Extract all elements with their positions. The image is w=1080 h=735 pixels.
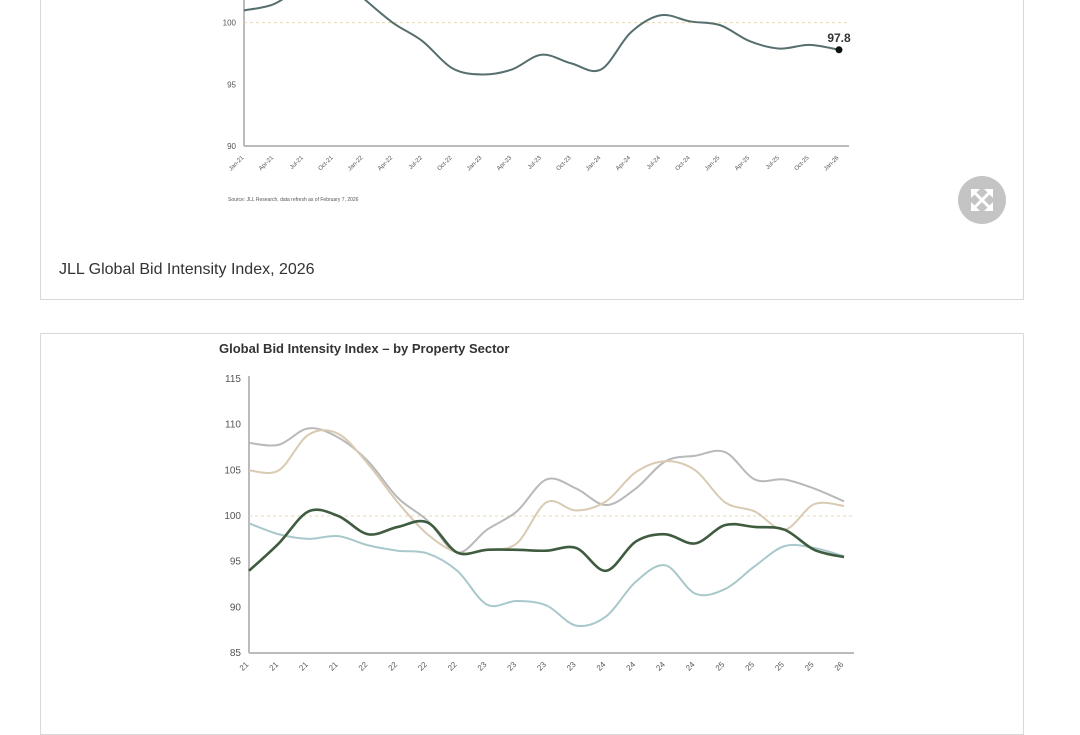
x-tick-label: 22 <box>416 660 429 673</box>
x-tick-label: 24 <box>595 660 608 673</box>
x-tick-label: Jan-23 <box>466 155 484 173</box>
series-line <box>243 0 840 76</box>
y-tick-label: 105 <box>224 465 241 476</box>
end-point-marker <box>835 46 843 54</box>
x-tick-label: Apr-22 <box>377 155 394 172</box>
x-tick-label: 21 <box>297 660 310 673</box>
x-tick-label: Jul-24 <box>646 155 662 171</box>
x-tick-label: 21 <box>268 660 281 673</box>
y-tick-label: 85 <box>230 648 242 659</box>
x-tick-label: Oct-22 <box>437 155 454 172</box>
x-tick-label: Apr-25 <box>734 155 751 172</box>
x-tick-label: 25 <box>803 660 816 673</box>
series-line <box>248 522 845 628</box>
y-tick-label: 95 <box>227 80 236 89</box>
x-tick-label: Jan-22 <box>347 155 365 173</box>
x-tick-label: Oct-23 <box>556 155 573 172</box>
x-tick-label: Apr-24 <box>615 155 632 172</box>
x-tick-label: Apr-23 <box>496 155 513 172</box>
x-tick-label: Jan-24 <box>585 155 603 173</box>
x-tick-label: 24 <box>625 660 638 673</box>
chart-title: Global Bid Intensity Index – by Property… <box>219 341 509 356</box>
y-tick-label: 95 <box>230 557 242 568</box>
x-tick-label: 23 <box>535 660 548 673</box>
x-tick-label: Jan-26 <box>823 155 841 173</box>
x-tick-label: Apr-21 <box>258 155 275 172</box>
y-tick-label: 100 <box>224 511 241 522</box>
x-tick-label: Jul-25 <box>765 155 781 171</box>
y-tick-label: 100 <box>223 19 237 28</box>
bid-intensity-chart: 90 95 100 Jan-21 Apr-21 Jul-21 Oct-21 Jan-22 Apr… <box>223 0 851 203</box>
x-tick-label: Oct-21 <box>318 155 335 172</box>
x-tick-label: 23 <box>506 660 519 673</box>
x-tick-label: 22 <box>446 660 459 673</box>
x-tick-label: Jul-21 <box>289 155 305 171</box>
x-tick-label: Oct-25 <box>794 155 811 172</box>
sector-bid-intensity-chart: Global Bid Intensity Index – by Property… <box>219 341 854 673</box>
y-tick-label: 90 <box>230 602 242 613</box>
y-tick-label: 110 <box>225 420 241 431</box>
x-tick-label: 23 <box>476 660 489 673</box>
figure-card-1: 90 95 100 Jan-21 Apr-21 Jul-21 Oct-21 Jan-22 Apr… <box>40 0 1024 300</box>
x-tick-label: 21 <box>327 660 340 673</box>
x-tick-label: 23 <box>565 660 578 673</box>
x-tick-label: Jul-22 <box>408 155 424 171</box>
x-tick-label: 24 <box>654 660 667 673</box>
x-tick-label: Jan-21 <box>228 155 246 173</box>
x-tick-label: Oct-24 <box>675 155 692 172</box>
y-tick-label: 115 <box>225 374 241 385</box>
series-line <box>248 427 845 554</box>
figure-caption: JLL Global Bid Intensity Index, 2026 <box>59 261 315 278</box>
x-tick-label: Jul-23 <box>527 155 543 171</box>
x-tick-label: 25 <box>744 660 757 673</box>
x-tick-label: Jan-25 <box>704 155 722 173</box>
x-tick-label: 26 <box>833 660 846 673</box>
x-tick-label: 21 <box>238 660 251 673</box>
x-tick-label: 22 <box>387 660 400 673</box>
x-tick-label: 22 <box>357 660 370 673</box>
expand-button[interactable] <box>958 176 1006 224</box>
expand-arrows-icon <box>971 189 993 211</box>
series-line <box>248 508 845 573</box>
x-tick-label: 25 <box>714 660 727 673</box>
source-note: Source: JLL Research, data refresh as of… <box>228 197 359 203</box>
series-line <box>248 429 845 555</box>
x-tick-label: 24 <box>684 660 697 673</box>
y-tick-label: 90 <box>227 142 236 151</box>
end-value-label: 97.8 <box>827 31 851 45</box>
x-tick-label: 25 <box>773 660 786 673</box>
figure-card-2: Global Bid Intensity Index – by Property… <box>40 333 1024 735</box>
